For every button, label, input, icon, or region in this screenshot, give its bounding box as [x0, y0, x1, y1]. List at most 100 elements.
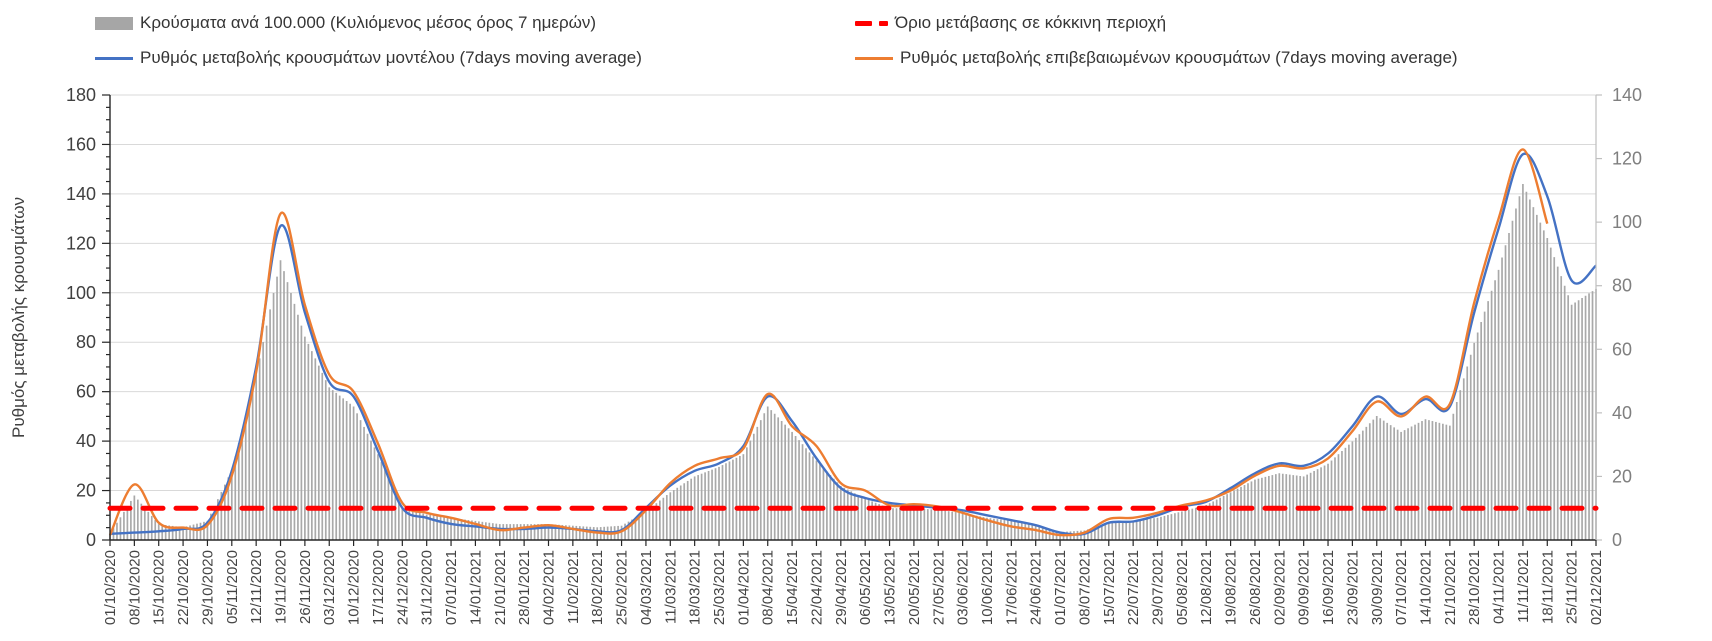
x-axis-date-label: 06/05/2021: [857, 550, 874, 625]
x-axis-date-label: 07/01/2021: [443, 550, 460, 625]
legend-item-cases-per-100k: Κρούσματα ανά 100.000 (Κυλιόμενος μέσος …: [95, 13, 596, 33]
x-axis-date-label: 09/09/2021: [1296, 550, 1313, 625]
y-axis-title: Ρυθμός μεταβολής κρουσμάτων: [9, 197, 28, 438]
y-axis-title: Ρυθμός μεταβολής κρουσμάτων: [9, 197, 28, 438]
x-axis-date-label: 24/06/2021: [1028, 550, 1045, 625]
left-axis-tick-label: 160: [66, 134, 96, 154]
model-line: [109, 152, 1597, 536]
right-axis-tick-label: 80: [1612, 276, 1632, 296]
x-axis-date-label: 08/07/2021: [1076, 550, 1093, 625]
x-axis-date-label: 22/04/2021: [808, 550, 825, 625]
left-axis-tick-label: 100: [66, 283, 96, 303]
right-axis-tick-label: 40: [1612, 403, 1632, 423]
orange-line-swatch-icon: [855, 56, 893, 60]
x-axis-date-label: 10/06/2021: [979, 550, 996, 625]
left-axis-tick-label: 120: [66, 233, 96, 253]
y-axis-right-labels: 0 20 40 60 80 100 120 140: [1612, 85, 1642, 550]
legend-label: Κρούσματα ανά 100.000 (Κυλιόμενος μέσος …: [140, 13, 597, 32]
legend-item-red-threshold: Όριο μετάβασης σε κόκκινη περιοχή: [855, 13, 1166, 33]
x-axis-labels: 01/10/2020 08/10/2020 15/10/2020 22/10/2020…: [102, 550, 1605, 625]
x-axis-date-label: 02/12/2021: [1588, 550, 1605, 625]
blue-line-swatch-icon: [95, 56, 133, 60]
x-axis-date-label: 11/03/2021: [662, 550, 679, 624]
x-axis-date-label: 16/09/2021: [1320, 550, 1337, 625]
x-axis-date-label: 08/04/2021: [760, 550, 777, 625]
x-axis-date-label: 04/02/2021: [540, 550, 557, 625]
legend-item-model-rate: Ρυθμός μεταβολής κρουσμάτων μοντέλου (7d…: [95, 48, 642, 68]
axis-ticks: [102, 94, 1602, 546]
left-axis-tick-label: 180: [66, 85, 96, 105]
legend-label: Όριο μετάβασης σε κόκκινη περιοχή: [895, 13, 1167, 32]
left-axis-tick-label: 20: [76, 481, 96, 501]
x-axis-date-label: 17/12/2020: [370, 550, 387, 625]
legend-label: Ρυθμός μεταβολής κρουσμάτων μοντέλου (7d…: [140, 48, 642, 67]
x-axis-date-label: 14/01/2021: [467, 550, 484, 625]
x-axis-date-label: 03/06/2021: [955, 550, 972, 625]
x-axis-date-label: 31/12/2020: [419, 550, 436, 625]
x-axis-date-label: 24/12/2020: [394, 550, 411, 625]
x-axis-date-label: 25/03/2021: [711, 550, 728, 625]
x-axis-date-label: 07/10/2021: [1393, 550, 1410, 625]
right-axis-tick-label: 60: [1612, 339, 1632, 359]
x-axis-date-label: 21/01/2021: [492, 550, 509, 625]
bars-series: [109, 184, 1597, 540]
left-axis-tick-label: 0: [86, 530, 96, 550]
x-axis-date-label: 04/03/2021: [638, 550, 655, 625]
x-axis-date-label: 11/11/2021: [1515, 550, 1532, 623]
right-axis-tick-label: 140: [1612, 85, 1642, 105]
x-axis-date-label: 01/04/2021: [735, 550, 752, 625]
x-axis-date-label: 08/10/2020: [126, 550, 143, 625]
red-dash-swatch-icon: [855, 20, 888, 26]
x-axis-date-label: 22/10/2020: [175, 550, 192, 625]
x-axis-date-label: 18/02/2021: [589, 550, 606, 625]
x-axis-date-label: 19/08/2021: [1223, 550, 1240, 625]
x-axis-date-label: 11/02/2021: [565, 550, 582, 624]
x-axis-date-label: 27/05/2021: [930, 550, 947, 625]
x-axis-date-label: 05/11/2020: [224, 550, 241, 624]
x-axis-date-label: 21/10/2021: [1442, 550, 1459, 625]
x-axis-date-label: 14/10/2021: [1417, 550, 1434, 625]
x-axis-date-label: 20/05/2021: [906, 550, 923, 625]
right-axis-tick-label: 100: [1612, 212, 1642, 232]
x-axis-date-label: 26/11/2020: [297, 550, 314, 624]
x-axis-date-label: 23/09/2021: [1344, 550, 1361, 625]
left-axis-tick-label: 40: [76, 431, 96, 451]
x-axis-date-label: 29/07/2021: [1150, 550, 1167, 625]
x-axis-date-label: 03/12/2020: [321, 550, 338, 625]
x-axis-date-label: 04/11/2021: [1491, 550, 1508, 624]
legend-label: Ρυθμός μεταβολής επιβεβαιωμένων κρουσμάτ…: [900, 48, 1458, 67]
x-axis-date-label: 10/12/2020: [346, 550, 363, 625]
confirmed-line: [108, 148, 1549, 537]
x-axis-date-label: 26/08/2021: [1247, 550, 1264, 625]
x-axis-date-label: 15/04/2021: [784, 550, 801, 625]
right-axis-tick-label: 20: [1612, 466, 1632, 486]
right-axis-tick-label: 0: [1612, 530, 1622, 550]
x-axis-date-label: 18/11/2021: [1539, 550, 1556, 624]
x-axis-date-label: 15/10/2020: [151, 550, 168, 625]
y-axis-left-labels: 0 20 40 60 80 100 120 140 160 180: [66, 85, 96, 550]
x-axis-date-label: 01/10/2020: [102, 550, 119, 625]
left-axis-tick-label: 140: [66, 184, 96, 204]
gridlines: [110, 94, 1596, 492]
x-axis-date-label: 05/08/2021: [1174, 550, 1191, 625]
gray-bar-swatch-icon: [95, 16, 133, 30]
x-axis-date-label: 30/09/2021: [1369, 550, 1386, 625]
x-axis-date-label: 28/01/2021: [516, 550, 533, 625]
x-axis-date-label: 12/08/2021: [1198, 550, 1215, 625]
x-axis-date-label: 29/04/2021: [833, 550, 850, 625]
x-axis-date-label: 19/11/2020: [273, 550, 290, 624]
x-axis-date-label: 29/10/2020: [199, 550, 216, 625]
right-axis-tick-label: 120: [1612, 149, 1642, 169]
x-axis-date-label: 18/03/2021: [687, 550, 704, 625]
x-axis-date-label: 28/10/2021: [1466, 550, 1483, 625]
x-axis-date-label: 22/07/2021: [1125, 550, 1142, 625]
legend-item-confirmed-rate: Ρυθμός μεταβολής επιβεβαιωμένων κρουσμάτ…: [855, 48, 1458, 68]
x-axis-date-label: 25/11/2021: [1564, 550, 1581, 624]
left-axis-tick-label: 60: [76, 382, 96, 402]
x-axis-date-label: 13/05/2021: [882, 550, 899, 625]
x-axis-date-label: 15/07/2021: [1101, 550, 1118, 625]
x-axis-date-label: 25/02/2021: [614, 550, 631, 625]
x-axis-date-label: 02/09/2021: [1271, 550, 1288, 625]
